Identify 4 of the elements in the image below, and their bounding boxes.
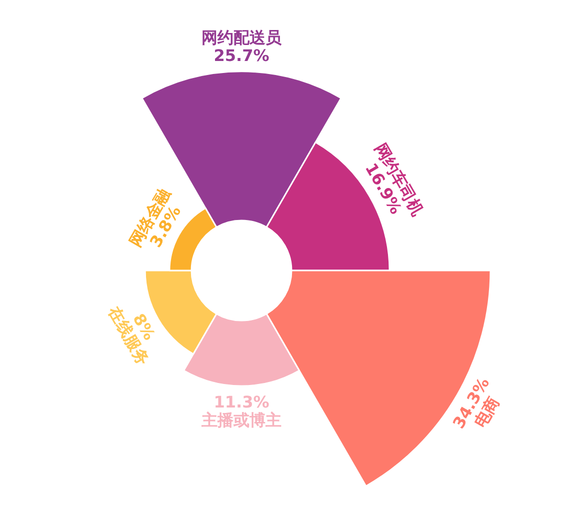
data-label: 25.7% (214, 46, 270, 65)
data-label: 11.3% (214, 392, 270, 412)
category-label: 网约配送员 (202, 28, 282, 47)
category-label: 主播或博主 (200, 410, 282, 430)
